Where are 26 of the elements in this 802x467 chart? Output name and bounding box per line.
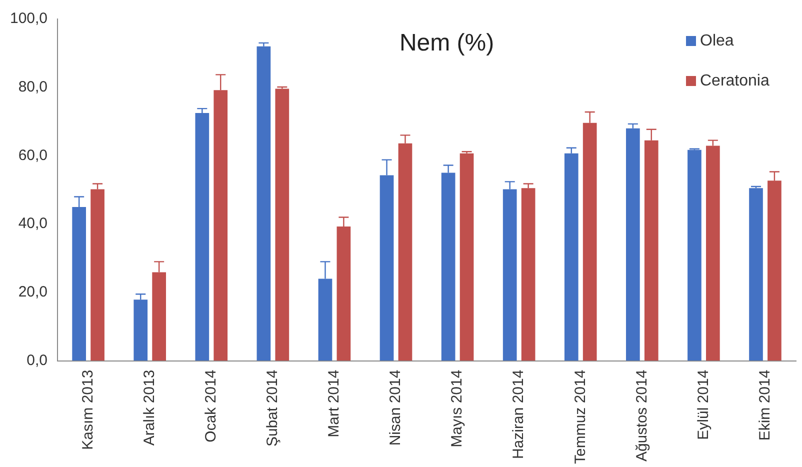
- x-tick-label: Şubat 2014: [264, 370, 282, 447]
- legend-label: Olea: [700, 32, 734, 50]
- x-tick-label: Temmuz 2014: [572, 370, 589, 464]
- x-tick-label: Ağustos 2014: [633, 370, 650, 462]
- x-tick-label: Mayıs 2014: [448, 370, 466, 448]
- x-tick-label: Ocak 2014: [202, 370, 220, 442]
- x-tick-label: Haziran 2014: [510, 370, 528, 460]
- x-tick-label: Eylül 2014: [694, 370, 712, 440]
- legend-label: Ceratonia: [700, 72, 770, 90]
- x-tick-label: Kasım 2013: [79, 370, 96, 450]
- y-tick-label: 80,0: [18, 78, 48, 96]
- bar: [256, 46, 271, 361]
- text: Nem (%): [399, 30, 494, 57]
- y-tick-label: 0,0: [26, 352, 48, 369]
- y-tick-label: 40,0: [18, 215, 48, 232]
- y-tick-label: 100,0: [10, 10, 48, 28]
- bar: [460, 153, 474, 361]
- y-tick-label: 20,0: [18, 284, 48, 301]
- x-tick-label: Nisan 2014: [387, 370, 404, 446]
- bar: [688, 150, 702, 361]
- x-tick-label: Ekim 2014: [756, 370, 774, 441]
- y-tick-label: 60,0: [18, 146, 48, 164]
- x-tick-label: Aralık 2013: [140, 370, 158, 446]
- bar: [275, 88, 290, 361]
- x-tick-label: Mart 2014: [326, 370, 343, 438]
- bar: [749, 188, 763, 361]
